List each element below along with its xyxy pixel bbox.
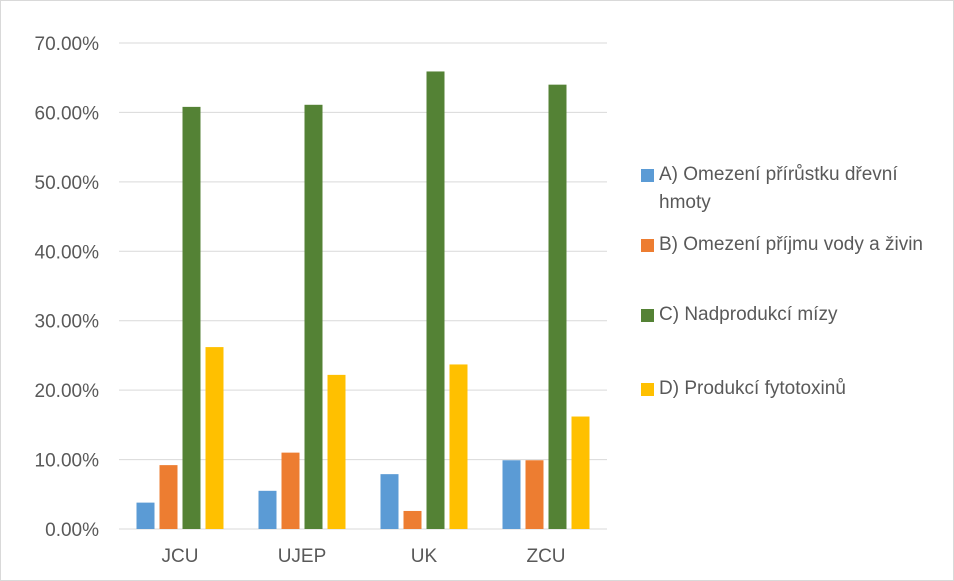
legend-item-b: B) Omezení příjmu vody a živin [641, 231, 941, 287]
y-tick-label-6: 60.00% [35, 103, 100, 124]
legend-label-a: A) Omezení přírůstku dřevní hmoty [659, 164, 898, 213]
legend-item-c: C) Nadprodukcí mízy [641, 301, 941, 329]
legend-label-c: C) Nadprodukcí mízy [659, 304, 838, 325]
y-axis-labels: 0.00% 10.00% 20.00% 30.00% 40.00% 50.00% 60.00… [35, 34, 100, 541]
legend-swatch-a [641, 169, 654, 182]
legend-swatch-c [641, 309, 654, 322]
y-tick-label-7: 70.00% [35, 34, 100, 55]
x-tick-label-ujep: UJEP [278, 546, 327, 567]
y-tick-label-1: 10.00% [35, 451, 100, 472]
y-tick-label-4: 40.00% [35, 242, 100, 263]
bars [136, 71, 590, 530]
bar-uk-series-1 [403, 510, 422, 529]
legend-swatch-d [641, 383, 654, 396]
bar-ujep-series-1 [281, 452, 300, 529]
legend-label-d: D) Produkcí fytotoxinů [659, 378, 846, 399]
y-tick-label-2: 20.00% [35, 381, 100, 402]
bar-zcu-series-2 [548, 84, 567, 530]
bar-jcu-series-3 [205, 347, 224, 529]
bar-uk-series-3 [449, 364, 468, 529]
legend-label-b: B) Omezení příjmu vody a živin [659, 234, 923, 255]
bar-ujep-series-2 [304, 104, 323, 529]
bar-jcu-series-1 [159, 465, 178, 529]
x-axis-labels: JCU UJEP UK ZCU [162, 546, 566, 567]
y-tick-label-3: 30.00% [35, 312, 100, 333]
bar-ujep-series-3 [327, 374, 346, 529]
legend-swatch-b [641, 239, 654, 252]
bar-uk-series-0 [380, 474, 399, 529]
y-tick-label-0: 0.00% [45, 520, 99, 541]
bar-zcu-series-3 [571, 416, 590, 529]
bar-uk-series-2 [426, 71, 445, 530]
x-tick-label-jcu: JCU [162, 546, 199, 567]
legend: A) Omezení přírůstku dřevní hmoty B) Ome… [641, 161, 941, 403]
bar-ujep-series-0 [258, 490, 277, 529]
x-tick-label-uk: UK [411, 546, 438, 567]
x-tick-label-zcu: ZCU [526, 546, 565, 567]
bar-jcu-series-0 [136, 502, 155, 529]
legend-item-d: D) Produkcí fytotoxinů [641, 375, 941, 403]
bar-zcu-series-0 [502, 460, 521, 529]
bar-zcu-series-1 [525, 460, 544, 529]
bar-jcu-series-2 [182, 106, 201, 530]
y-tick-label-5: 50.00% [35, 173, 100, 194]
legend-item-a: A) Omezení přírůstku dřevní hmoty [641, 161, 941, 217]
